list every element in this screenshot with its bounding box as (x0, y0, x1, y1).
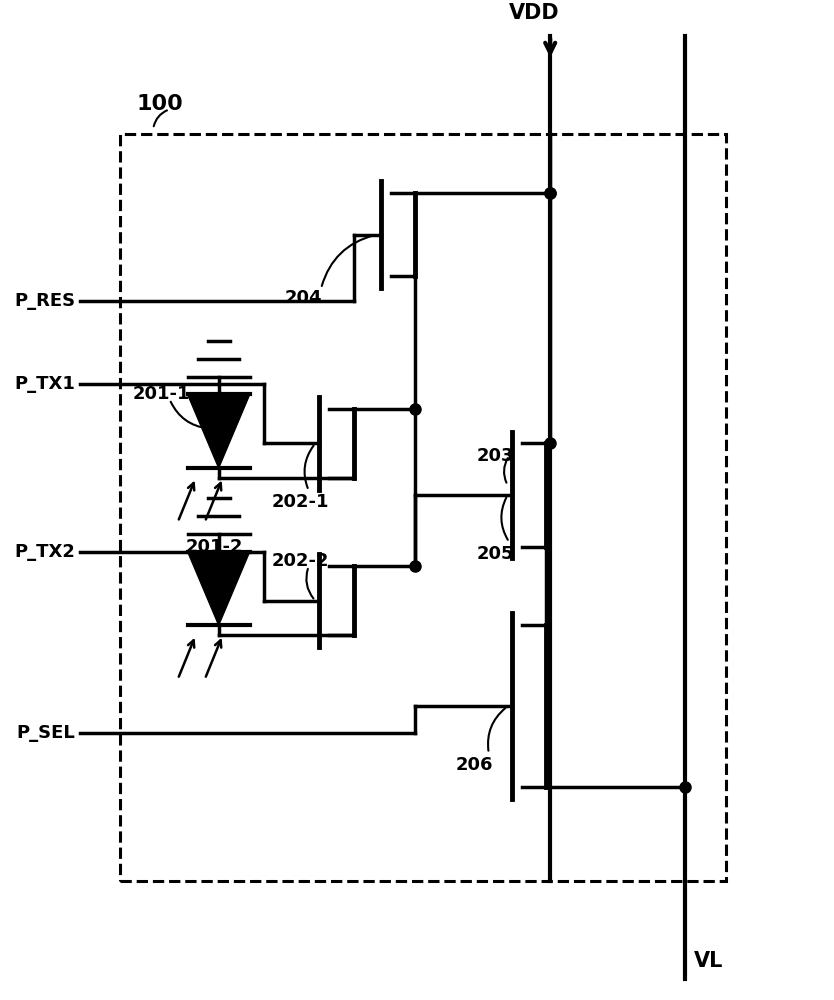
Text: P_TX1: P_TX1 (14, 375, 75, 393)
Text: 202-2: 202-2 (272, 552, 329, 570)
Text: P_TX2: P_TX2 (14, 543, 75, 561)
Text: 100: 100 (137, 94, 183, 114)
Text: 202-1: 202-1 (272, 493, 329, 511)
Text: 201-2: 201-2 (186, 538, 244, 556)
Text: 204: 204 (284, 289, 322, 307)
Text: 205: 205 (476, 545, 514, 563)
Text: 201-1: 201-1 (133, 385, 190, 403)
Text: 203: 203 (476, 447, 514, 465)
Text: P_RES: P_RES (14, 292, 75, 310)
Text: VL: VL (693, 951, 723, 971)
Text: 206: 206 (456, 756, 494, 774)
Polygon shape (188, 394, 250, 468)
Polygon shape (188, 552, 250, 625)
Text: VDD: VDD (509, 3, 559, 23)
Text: P_SEL: P_SEL (17, 724, 75, 742)
Bar (120, 134, 726, 881)
